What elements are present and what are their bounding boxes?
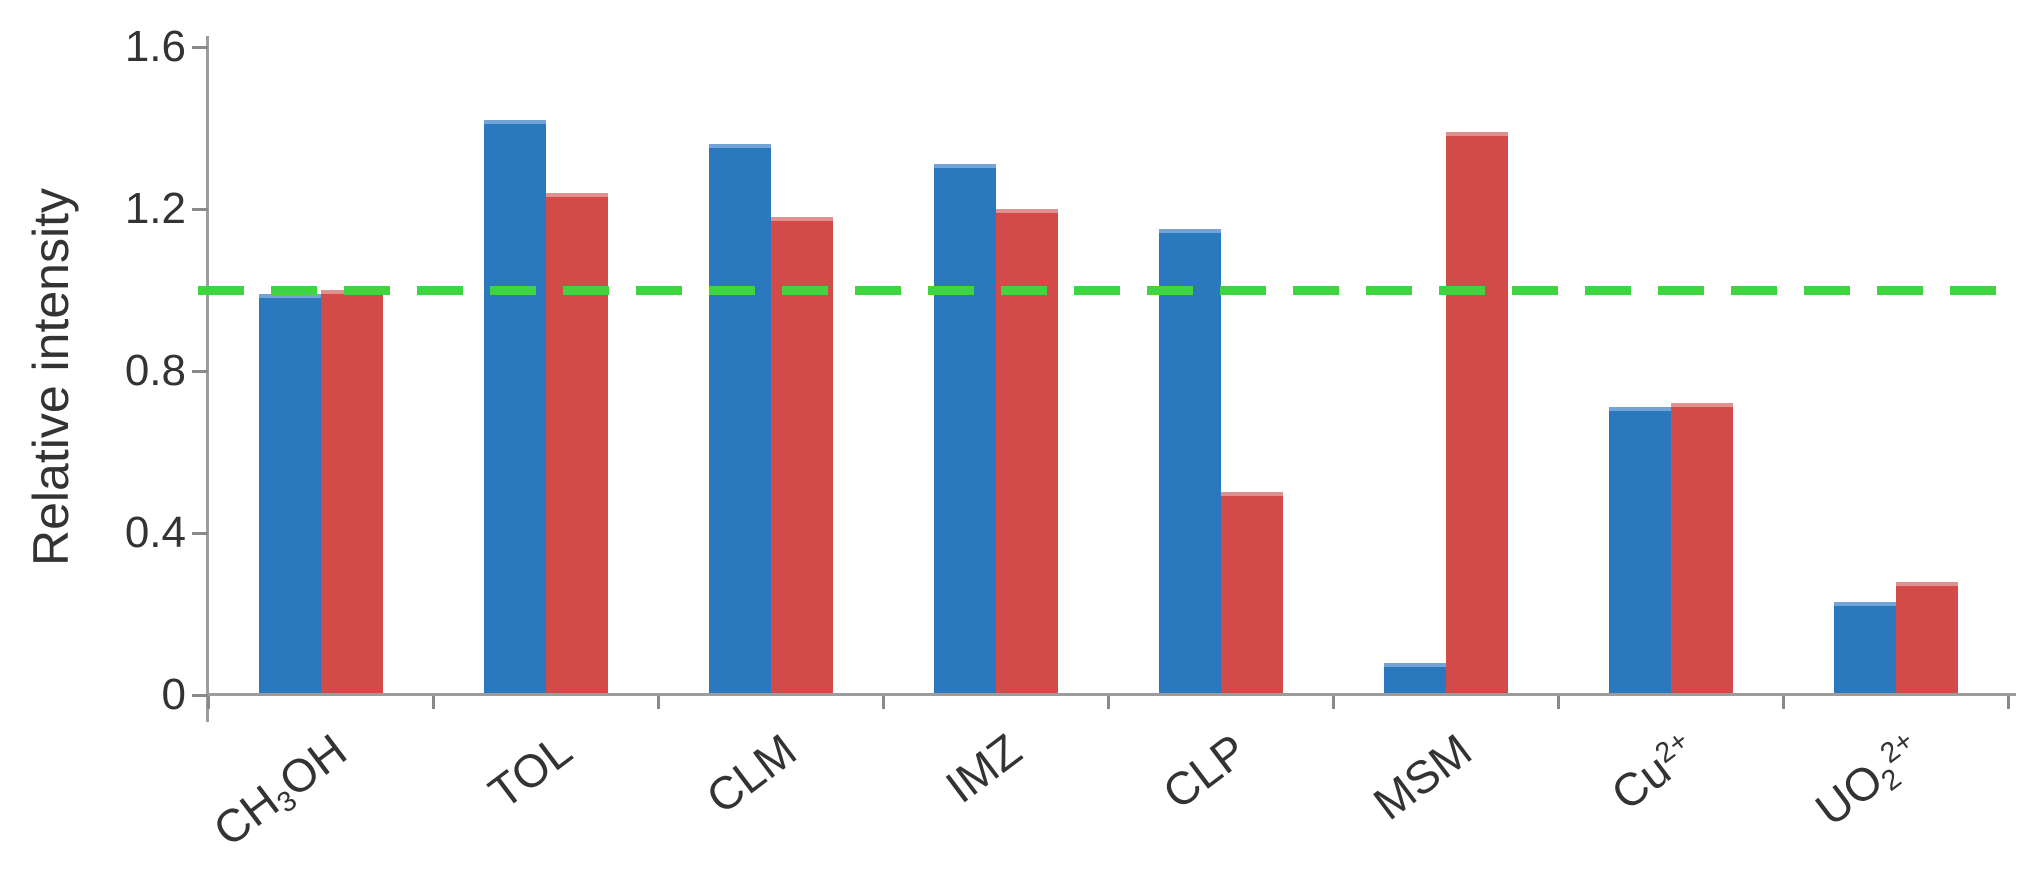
y-tick-mark bbox=[192, 46, 208, 49]
label-text-part: 2+ bbox=[1874, 724, 1920, 770]
label-text-part: CH bbox=[203, 774, 289, 857]
x-axis-line bbox=[206, 693, 2016, 696]
x-tick-mark bbox=[1782, 696, 1785, 709]
bar-blue-MSM bbox=[1384, 663, 1446, 695]
label-text-part: UO bbox=[1805, 752, 1893, 836]
bar-red-CLM bbox=[771, 217, 833, 695]
bar-blue-TOL bbox=[484, 120, 546, 695]
label-text-part: CLM bbox=[697, 723, 806, 824]
y-tick-mark bbox=[192, 694, 208, 697]
label-text-part: IMZ bbox=[936, 723, 1031, 813]
bar-red-CH3OH bbox=[321, 290, 383, 695]
label-text-part: CLP bbox=[1153, 723, 1256, 819]
y-tick-mark bbox=[192, 208, 208, 211]
bar-red-MSM bbox=[1446, 132, 1508, 695]
bar-blue-Cu2+ bbox=[1609, 407, 1671, 695]
x-tick-mark bbox=[657, 696, 660, 709]
x-category-label-CLM: CLM bbox=[697, 723, 806, 824]
x-category-label-TOL: TOL bbox=[478, 723, 581, 819]
bar-red-UO22+ bbox=[1896, 582, 1958, 695]
bar-red-TOL bbox=[546, 193, 608, 695]
bar-blue-CLP bbox=[1159, 229, 1221, 695]
bar-red-IMZ bbox=[996, 209, 1058, 695]
y-tick-label: 0 bbox=[161, 670, 186, 719]
x-tick-mark bbox=[882, 696, 885, 709]
x-tick-mark bbox=[2007, 696, 2010, 709]
bar-blue-IMZ bbox=[934, 164, 996, 695]
x-tick-mark bbox=[1107, 696, 1110, 709]
bar-blue-CLM bbox=[709, 144, 771, 695]
y-tick-label: 0.8 bbox=[124, 346, 186, 395]
x-tick-mark bbox=[207, 696, 210, 709]
bar-blue-CH3OH bbox=[259, 294, 321, 695]
label-text-part: TOL bbox=[478, 723, 581, 819]
x-category-label-CH3OH: CH3OH bbox=[203, 724, 358, 858]
x-category-label-CLP: CLP bbox=[1153, 723, 1256, 819]
y-axis-line bbox=[206, 36, 209, 722]
x-category-label-UO22+: UO22+ bbox=[1805, 724, 1933, 838]
y-tick-label: 1.2 bbox=[124, 184, 186, 233]
x-tick-mark bbox=[1332, 696, 1335, 709]
reference-line bbox=[198, 286, 2018, 295]
x-category-label-MSM: MSM bbox=[1363, 723, 1481, 830]
y-tick-mark bbox=[192, 370, 208, 373]
bar-blue-UO22+ bbox=[1834, 602, 1896, 695]
x-category-label-IMZ: IMZ bbox=[936, 723, 1031, 813]
bar-red-Cu2+ bbox=[1671, 403, 1733, 695]
label-text-part: MSM bbox=[1363, 723, 1481, 830]
bar-red-CLP bbox=[1221, 492, 1283, 695]
y-tick-label: 0.4 bbox=[124, 508, 186, 557]
y-tick-mark bbox=[192, 532, 208, 535]
x-tick-mark bbox=[1557, 696, 1560, 709]
x-category-label-Cu2+: Cu2+ bbox=[1602, 725, 1705, 820]
y-tick-label: 1.6 bbox=[124, 22, 186, 71]
x-tick-mark bbox=[432, 696, 435, 709]
